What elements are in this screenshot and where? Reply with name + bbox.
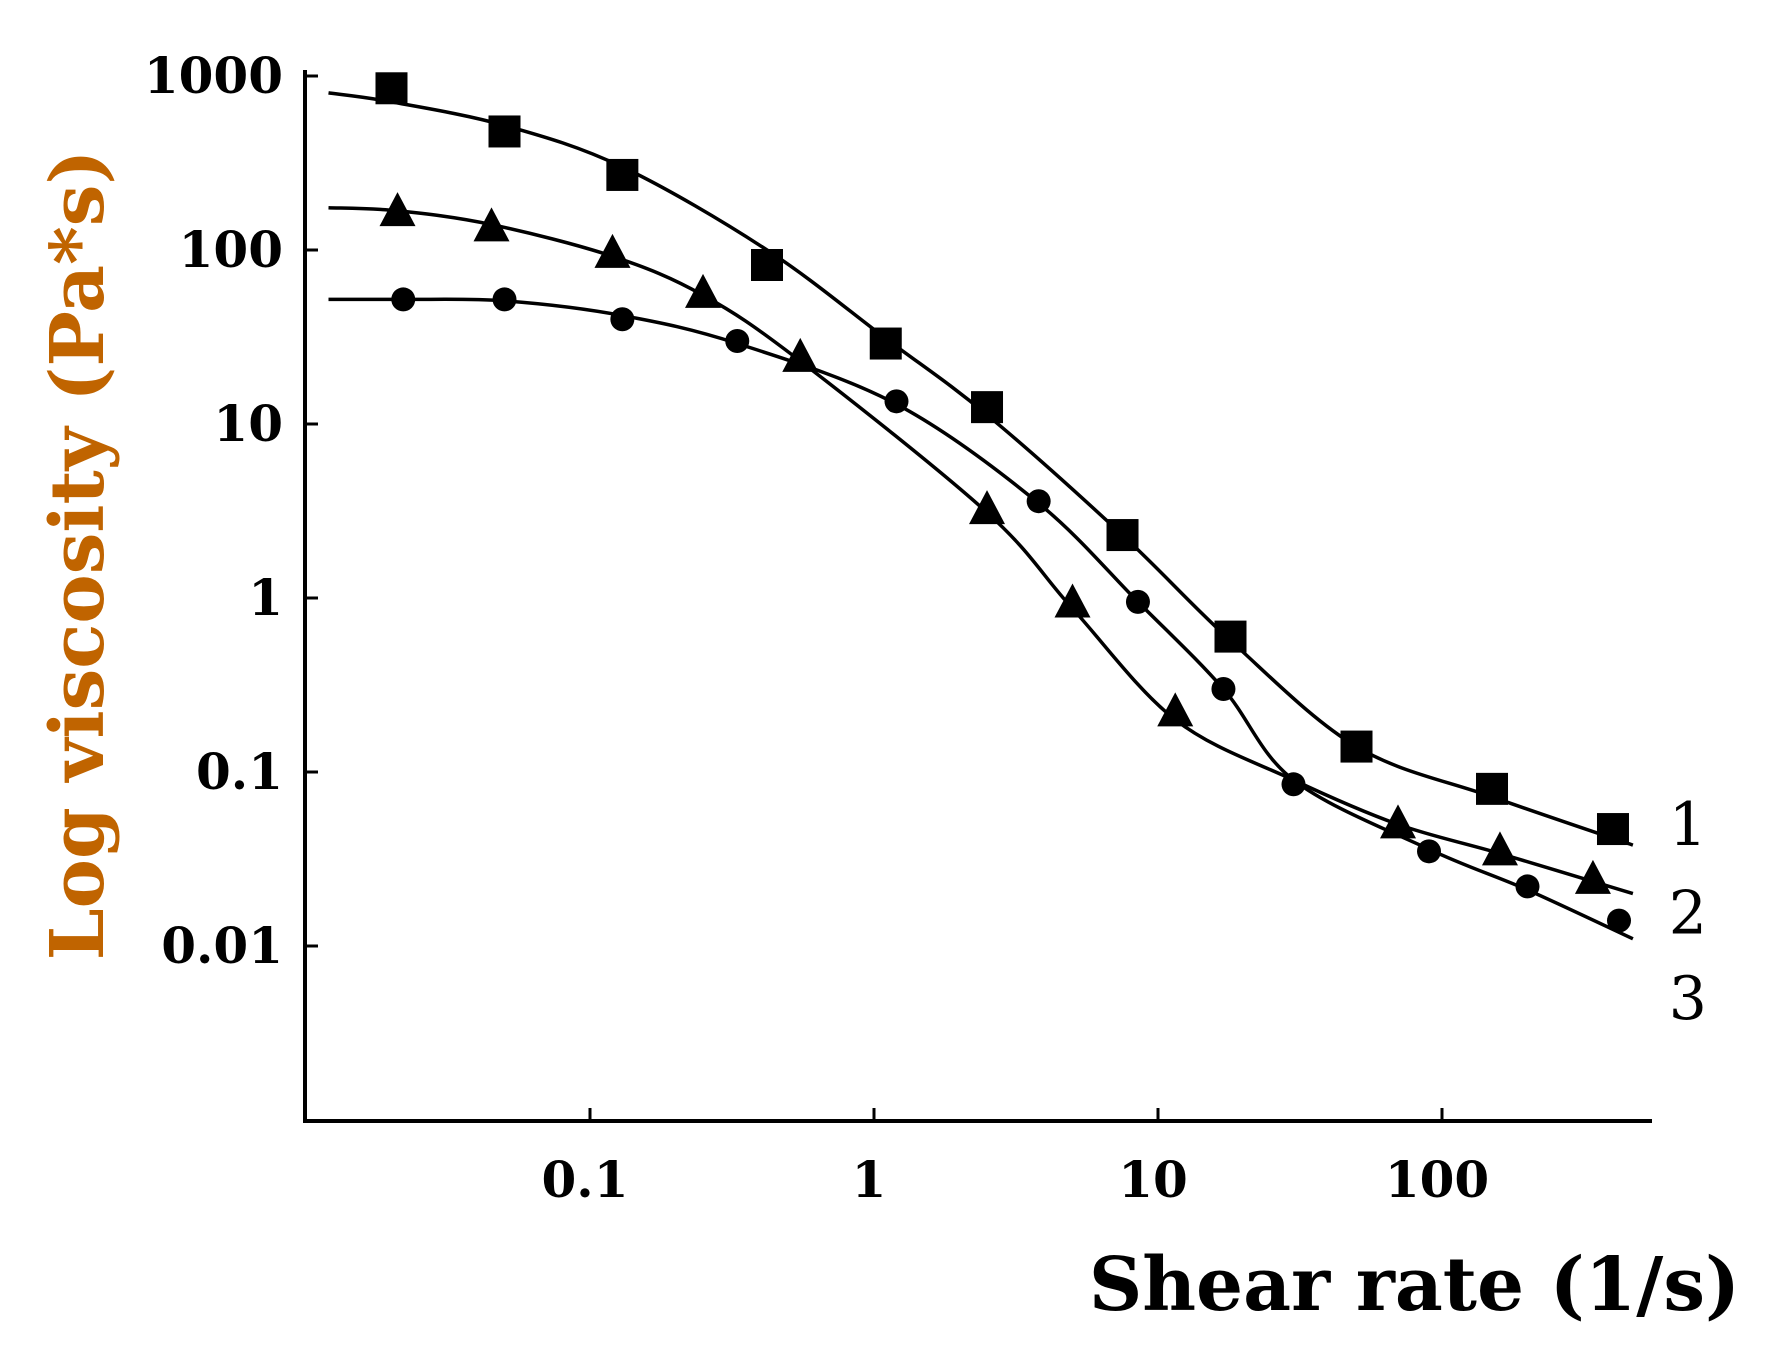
diamond-marker (1515, 874, 1540, 899)
triangle-marker (1574, 859, 1611, 894)
x-tick-label: 0.1 (542, 1150, 629, 1209)
square-marker (1340, 730, 1373, 763)
square-marker (606, 158, 639, 191)
triangle-marker (1157, 692, 1194, 727)
square-marker (1476, 772, 1509, 805)
triangle-marker (379, 192, 416, 227)
diamond-marker (610, 307, 635, 332)
y-tick-label: 10 (213, 394, 283, 453)
x-tick-label: 10 (1118, 1150, 1188, 1209)
diamond-marker (1125, 589, 1150, 614)
square-marker (375, 72, 408, 105)
y-axis-title: Log viscosity (Pa*s) (35, 150, 121, 961)
square-marker (1214, 620, 1247, 653)
series-1-line (328, 91, 1634, 847)
square-marker (488, 115, 521, 148)
series-2-label: 2 (1669, 879, 1707, 949)
series-1-label: 1 (1669, 790, 1707, 860)
series-2-line (328, 205, 1634, 896)
x-tick-label: 100 (1385, 1150, 1489, 1209)
triangle-marker (473, 207, 510, 242)
diamond-marker (1026, 489, 1051, 514)
diamond-marker (492, 287, 517, 312)
diamond-marker (1607, 908, 1632, 933)
square-marker (1596, 813, 1629, 846)
y-tick-label: 1000 (144, 46, 283, 105)
square-marker (751, 248, 784, 281)
y-tick-label: 1 (248, 568, 283, 627)
diamond-marker (725, 328, 750, 353)
y-tick-label: 100 (179, 220, 283, 279)
triangle-marker (1380, 804, 1417, 839)
diamond-marker (391, 287, 416, 312)
markers (375, 72, 1632, 933)
triangle-marker (782, 337, 819, 372)
x-tick-label: 1 (852, 1150, 887, 1209)
triangle-marker (969, 490, 1006, 525)
triangle-marker (1481, 831, 1518, 866)
y-tick-label: 0.1 (196, 742, 283, 801)
diamond-marker (1417, 839, 1442, 864)
x-axis-title: Shear rate (1/s) (1089, 1242, 1740, 1328)
diamond-marker (1211, 676, 1236, 701)
diamond-marker (1281, 772, 1306, 797)
triangle-marker (594, 233, 631, 268)
square-marker (971, 391, 1004, 424)
y-tick-label: 0.01 (161, 916, 283, 975)
triangle-marker (685, 273, 722, 308)
square-marker (869, 327, 902, 360)
diamond-marker (884, 389, 909, 414)
triangle-marker (1054, 583, 1091, 618)
series-3-label: 3 (1669, 964, 1707, 1034)
curve-labels: 1 2 3 (1669, 790, 1707, 1034)
ticks: 0.1 1 10 100 0.01 0.1 1 10 100 1000 (144, 46, 1489, 1209)
square-marker (1106, 519, 1139, 552)
